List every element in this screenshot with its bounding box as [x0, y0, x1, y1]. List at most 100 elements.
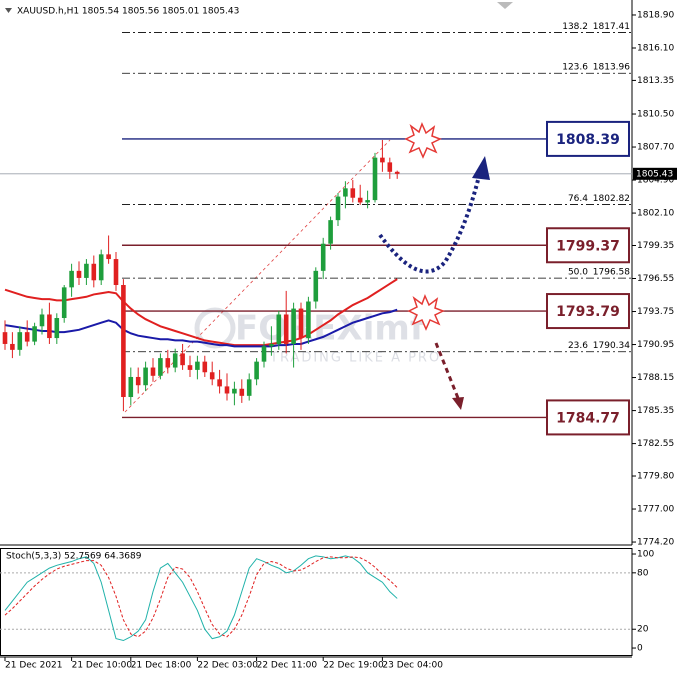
- x-tick-label: 21 Dec 10:00: [72, 661, 133, 671]
- fib-level-label: 138.2: [562, 22, 588, 32]
- candle-body: [246, 379, 252, 396]
- watermark-text: FOREXimf: [235, 309, 426, 349]
- fib-level-label: 50.0: [568, 268, 588, 278]
- watermark: FOREXimf TRADING LIKE A PRO: [194, 307, 441, 366]
- chart-title: XAUUSD.h,H1 1805.54 1805.56 1805.01 1805…: [17, 7, 239, 17]
- candle-body: [306, 301, 311, 339]
- y-tick-label: 1804.90: [637, 176, 674, 186]
- y-tick-label: 0: [637, 644, 643, 654]
- candle-body: [150, 367, 156, 376]
- candle-body: [180, 353, 185, 366]
- watermark-logo: [194, 307, 236, 349]
- level-label: 1793.79: [556, 304, 620, 320]
- candle-body: [106, 254, 111, 260]
- candle-body: [394, 171, 400, 174]
- fib-price-label: 1790.34: [593, 341, 630, 351]
- moving-average: [4, 278, 398, 347]
- current-price-box: [633, 167, 677, 180]
- scroll-marker: [497, 2, 513, 9]
- y-tick-label: 1779.80: [637, 472, 674, 482]
- moving-average: [4, 308, 398, 348]
- y-tick-label: 1790.95: [637, 340, 674, 350]
- stoch-title: Stoch(5,3,3) 52.7569 64.3689: [6, 552, 142, 562]
- level-box: [546, 227, 630, 264]
- candle-body: [365, 200, 370, 203]
- candle-body: [239, 388, 245, 396]
- y-tick-label: 1813.35: [637, 76, 674, 86]
- candle-body: [187, 365, 193, 370]
- stoch-line: [4, 555, 398, 642]
- candle-body: [69, 270, 74, 288]
- candle-body: [224, 386, 230, 394]
- y-tick-label: 1818.90: [637, 10, 674, 20]
- candle-body: [128, 376, 134, 398]
- candle-body: [2, 332, 8, 344]
- level-box: [546, 293, 630, 330]
- fib-level-label: 23.6: [568, 341, 588, 351]
- fib-price-label: 1817.41: [593, 22, 630, 32]
- candle-body: [343, 188, 348, 197]
- y-tick-label: 1782.55: [637, 439, 674, 449]
- y-tick-label: 1777.00: [637, 505, 674, 515]
- x-tick-label: 22 Dec 11:00: [257, 661, 318, 671]
- candle-body: [298, 308, 304, 339]
- candle-body: [195, 361, 200, 370]
- candle-body: [32, 326, 37, 342]
- candle-body: [254, 361, 259, 380]
- candle-body: [276, 314, 282, 344]
- candle-body: [387, 162, 393, 172]
- symbol-icon: [5, 8, 12, 13]
- down-arrow-head: [452, 397, 464, 410]
- candle-body: [172, 353, 178, 368]
- x-tick-label: 22 Dec 19:00: [323, 661, 384, 671]
- candle-body: [209, 372, 215, 380]
- current-price-label: 1805.43: [636, 169, 673, 179]
- level-box: [546, 120, 630, 157]
- fib-level-label: 76.4: [568, 194, 588, 204]
- x-tick-label: 22 Dec 03:00: [197, 661, 258, 671]
- level-box: [546, 399, 630, 436]
- burst-marker: [404, 122, 442, 159]
- candle-body: [261, 346, 267, 362]
- candle-body: [320, 243, 326, 271]
- candle-body: [380, 157, 385, 163]
- level-label: 1799.37: [556, 238, 620, 254]
- candle-body: [165, 358, 171, 368]
- y-tick-label: 100: [637, 550, 654, 560]
- candle-body: [10, 343, 15, 350]
- candle-body: [232, 388, 237, 394]
- y-tick-label: 1788.15: [637, 373, 674, 383]
- level-label: 1808.39: [556, 132, 620, 148]
- stoch-frame: [0, 548, 633, 656]
- candle-body: [372, 157, 378, 201]
- y-tick-label: 1774.20: [637, 538, 674, 548]
- candle-body: [113, 259, 119, 285]
- candle-body: [158, 358, 163, 376]
- candle-body: [39, 314, 45, 327]
- level-label: 1784.77: [556, 410, 620, 426]
- y-tick-label: 1802.10: [637, 209, 674, 219]
- stoch-line: [4, 556, 398, 638]
- fib-price-label: 1796.58: [593, 268, 630, 278]
- burst-marker: [407, 294, 445, 331]
- candle-body: [121, 284, 126, 398]
- fib-price-label: 1813.96: [593, 63, 630, 73]
- watermark-slogan: TRADING LIKE A PRO: [269, 351, 441, 366]
- candle-body: [202, 361, 208, 373]
- candle-body: [98, 254, 104, 281]
- y-tick-label: 1785.35: [637, 406, 674, 416]
- candle-body: [54, 318, 60, 339]
- y-tick-label: 20: [637, 625, 649, 635]
- y-tick-label: 1816.10: [637, 43, 674, 53]
- y-tick-label: 1810.50: [637, 110, 674, 120]
- y-tick-label: 1796.55: [637, 274, 674, 284]
- candle-body: [291, 308, 296, 344]
- x-tick-label: 21 Dec 18:00: [131, 661, 192, 671]
- candle-body: [335, 196, 341, 221]
- candle-body: [76, 270, 82, 278]
- y-tick-label: 80: [637, 568, 649, 578]
- up-arrow-head: [472, 156, 490, 180]
- candle-body: [47, 314, 52, 339]
